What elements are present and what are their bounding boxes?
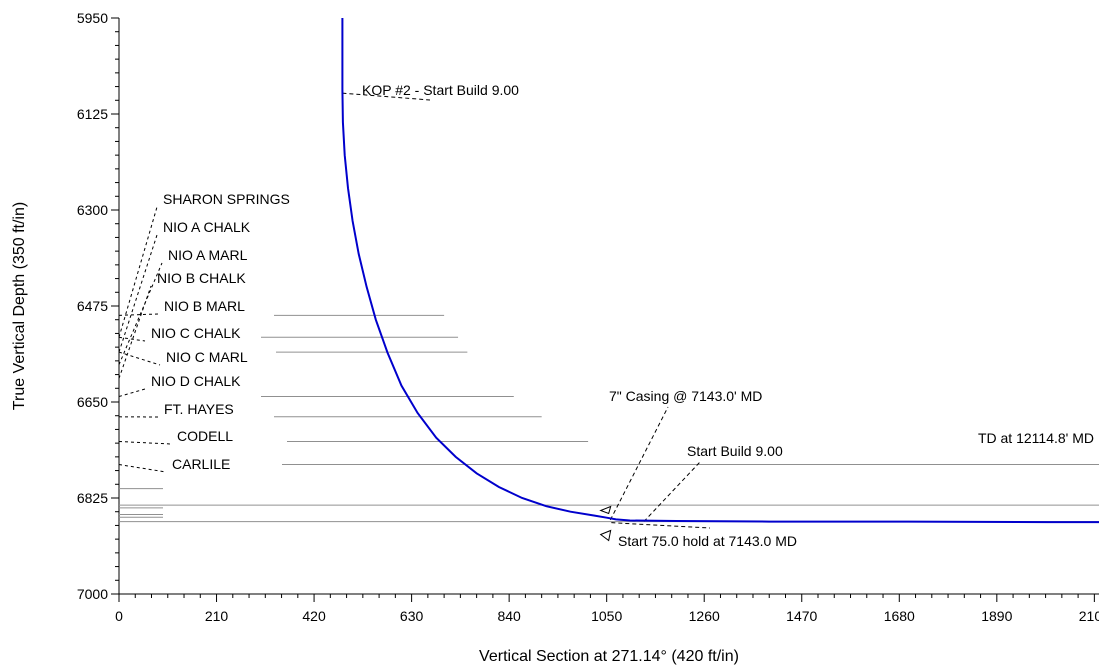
annotation-leader [643, 461, 701, 522]
formation-leader [118, 206, 158, 338]
x-tick-label: 210 [205, 608, 229, 624]
well-path-line [341, 18, 1099, 524]
formation-label: NIO B MARL [164, 298, 245, 314]
formation-leader [118, 262, 163, 365]
annotations: KOP #2 - Start Build 9.00 7" Casing @ 714… [342, 82, 1094, 549]
formation-leader [118, 464, 167, 473]
annotation-leader [611, 522, 711, 529]
x-axis-label: Vertical Section at 271.14° (420 ft/in) [479, 648, 739, 665]
x-tick-label: 1050 [591, 608, 622, 624]
x-tick-label: 2100 [1079, 608, 1099, 624]
formation-label: CODELL [177, 428, 233, 444]
formation-label: NIO A CHALK [163, 219, 251, 235]
x-tick-label: 1470 [786, 608, 817, 624]
y-tick-label: 5950 [77, 10, 108, 26]
y-axis-label: True Vertical Depth (350 ft/in) [11, 202, 28, 410]
x-ticks: 0 210 420 630 840 1050 1260 1470 1680 1890 2100 [115, 594, 1099, 624]
x-tick-label: 1680 [884, 608, 915, 624]
x-tick-label: 0 [115, 608, 123, 624]
y-tick-label: 6300 [77, 202, 108, 218]
annotation-label: TD at 12114.8' MD [978, 430, 1094, 446]
casing-marker [599, 505, 612, 515]
x-tick-label: 1260 [689, 608, 720, 624]
hold-marker [599, 529, 612, 542]
formation-label: NIO A MARL [168, 247, 248, 263]
formation-leader [118, 336, 146, 342]
formation-label: NIO C CHALK [151, 325, 241, 341]
y-tick-label: 6125 [77, 106, 108, 122]
y-tick-label: 7000 [77, 586, 108, 602]
y-tick-label: 6650 [77, 394, 108, 410]
x-tick-label: 840 [497, 608, 521, 624]
x-tick-label: 1890 [981, 608, 1012, 624]
annotation-leader [609, 406, 669, 521]
y-tick-label: 6475 [77, 298, 108, 314]
formation-label: NIO C MARL [166, 349, 248, 365]
x-tick-label: 420 [302, 608, 326, 624]
formation-label: NIO B CHALK [157, 270, 246, 286]
annotation-label: Start 75.0 hold at 7143.0 MD [618, 533, 797, 549]
annotation-label: Start Build 9.00 [687, 443, 783, 459]
formation-label: CARLILE [172, 456, 230, 472]
formation-lines: SHARON SPRINGS NIO A CHALK NIO A MARL NIO B… [118, 191, 1099, 523]
formation-leader [118, 234, 158, 353]
annotation-label: 7" Casing @ 7143.0' MD [609, 388, 762, 404]
y-tick-label: 6825 [77, 490, 108, 506]
annotation-label: KOP #2 - Start Build 9.00 [362, 82, 519, 98]
well-path-series [341, 18, 1099, 524]
formation-leader [118, 285, 152, 379]
formation-leader [118, 351, 161, 366]
formation-leader [118, 313, 159, 316]
formation-leader [118, 440, 172, 445]
formation-label: NIO D CHALK [151, 373, 241, 389]
axes: 5950 6125 6300 6475 6650 6825 7000 0 210 420 630 8… [77, 10, 1099, 624]
y-ticks: 5950 6125 6300 6475 6650 6825 7000 [77, 10, 119, 602]
annotation-leader [342, 92, 431, 101]
formation-leader [118, 388, 146, 397]
formation-label: FT. HAYES [164, 401, 234, 417]
x-tick-label: 630 [400, 608, 424, 624]
formation-label: SHARON SPRINGS [163, 191, 290, 207]
